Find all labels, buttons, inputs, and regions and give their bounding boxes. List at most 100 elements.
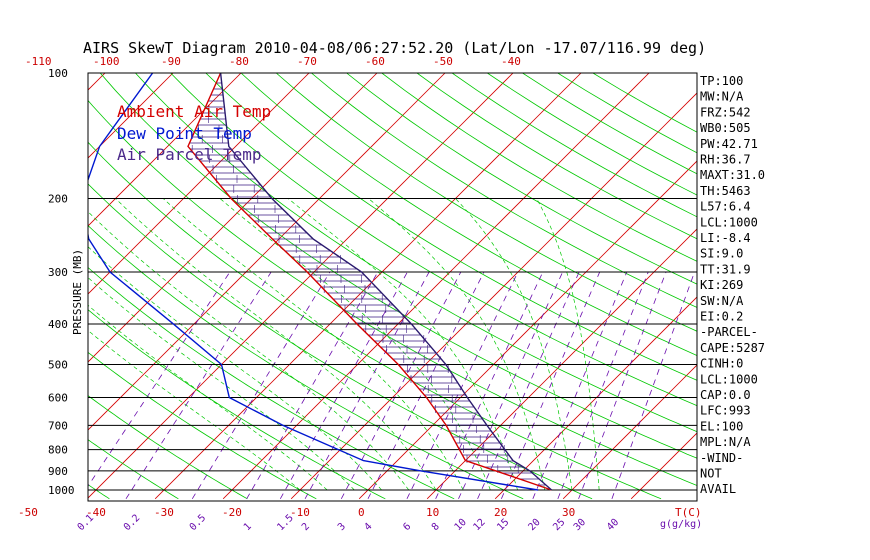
mixing-ratio-tick-label: 0.5 xyxy=(188,513,209,534)
isotherm-line xyxy=(88,73,514,499)
isotherm-line xyxy=(88,73,378,363)
mixing-ratio-line xyxy=(532,271,628,499)
chart-title: AIRS SkewT Diagram 2010-04-08/06:27:52.2… xyxy=(83,39,706,57)
index-label: PW:42.71 xyxy=(700,137,758,151)
mixing-ratio-tick-label: 6 xyxy=(401,521,413,533)
mixing-ratio-tick-label: 40 xyxy=(605,517,621,533)
mixing-ratio-line xyxy=(406,271,519,500)
bottom-temp-tick-label: 30 xyxy=(562,506,575,519)
ambient-temp-line xyxy=(187,73,552,491)
bottom-temp-tick-label: -20 xyxy=(222,506,242,519)
index-label: LI:-8.4 xyxy=(700,231,751,245)
isotherm-line xyxy=(767,33,870,499)
isotherm-line xyxy=(494,296,697,500)
pressure-tick-label: 800 xyxy=(48,444,68,457)
index-label: LCL:1000 xyxy=(700,215,758,229)
isotherm-line xyxy=(358,160,697,500)
pressure-tick-label: 600 xyxy=(48,391,68,404)
mixing-ratio-tick-label: 12 xyxy=(472,517,488,533)
pressure-tick-label: 1000 xyxy=(48,484,75,497)
index-label: MW:N/A xyxy=(700,90,744,104)
dewpoint-line xyxy=(88,73,539,491)
mixing-ratio-line xyxy=(501,271,601,499)
legend-ambient: Ambient Air Temp xyxy=(117,102,271,121)
dry-adiabat-line xyxy=(170,73,697,407)
index-label: SI:9.0 xyxy=(700,247,743,261)
moist-adiabat-line xyxy=(287,198,518,491)
dry-adiabat-line xyxy=(521,73,697,175)
index-label: LCL:1000 xyxy=(700,372,758,386)
isotherm-line xyxy=(88,73,446,431)
isotherm-line xyxy=(426,228,697,500)
dry-adiabat-line xyxy=(88,395,248,500)
dry-adiabat-line xyxy=(345,73,697,285)
mixing-ratio-tick-label: 15 xyxy=(495,517,511,533)
index-label: CAP:0.0 xyxy=(700,388,751,402)
moist-adiabat-line xyxy=(219,198,491,491)
index-label: MPL:N/A xyxy=(700,435,751,449)
index-label: -PARCEL- xyxy=(700,325,758,339)
plot-frame xyxy=(87,72,698,502)
bottom-temp-tick-label: 0 xyxy=(358,506,365,519)
mixing-ratio-tick-label: 1 xyxy=(242,521,254,533)
mixing-ratio-line xyxy=(578,271,667,499)
dry-adiabat-line xyxy=(88,439,179,500)
dry-adiabat-line xyxy=(88,351,317,500)
parcel-temp-line xyxy=(219,73,553,491)
mixing-ratio-line xyxy=(125,271,272,500)
top-temp-tick-label: -110 xyxy=(25,55,52,68)
mixing-ratio-tick-label: 10 xyxy=(453,517,469,533)
isotherm-line xyxy=(88,73,310,295)
top-temp-tick-label: -70 xyxy=(297,55,317,68)
pressure-tick-label: 300 xyxy=(48,266,68,279)
dry-adiabat-line xyxy=(88,309,386,500)
index-label: EI:0.2 xyxy=(700,310,743,324)
index-label: NOT xyxy=(700,467,722,481)
dry-adiabat-line xyxy=(416,73,697,240)
background-grid xyxy=(88,33,870,500)
index-label: CAPE:5287 xyxy=(700,341,765,355)
moist-adiabat-line xyxy=(88,246,382,491)
mixing-ratio-line xyxy=(246,271,379,500)
mixing-ratio-line xyxy=(304,271,430,500)
index-label: RH:36.7 xyxy=(700,153,751,167)
index-label: CINH:0 xyxy=(700,357,743,371)
x-axis-label: T(C) xyxy=(675,506,702,519)
moist-adiabat-line xyxy=(88,329,301,491)
isotherm-line xyxy=(222,73,650,500)
mixing-ratio-tick-label: 20 xyxy=(526,517,542,533)
mixing-ratio-line xyxy=(611,271,695,499)
dry-adiabat-line xyxy=(88,266,455,500)
isotherm-line xyxy=(290,92,697,500)
top-temp-tick-label: -80 xyxy=(229,55,249,68)
mixing-ratio-line xyxy=(340,271,462,500)
legend-dewpoint: Dew Point Temp xyxy=(117,124,252,143)
mixing-ratio-line xyxy=(191,271,331,500)
index-label: TT:31.9 xyxy=(700,262,751,276)
bottom-temp-tick-label: 20 xyxy=(494,506,507,519)
index-label: LFC:993 xyxy=(700,404,751,418)
pressure-tick-label: 100 xyxy=(48,67,68,80)
top-temp-tick-label: -50 xyxy=(433,55,453,68)
dry-adiabat-line xyxy=(88,141,662,500)
top-temp-tick-label: -100 xyxy=(93,55,120,68)
mixing-ratio-tick-label: 30 xyxy=(572,517,588,533)
index-label: SW:N/A xyxy=(700,294,744,308)
index-label: L57:6.4 xyxy=(700,200,751,214)
pressure-tick-label: 200 xyxy=(48,193,68,206)
y-axis-label: PRESSURE (MB) xyxy=(71,249,84,335)
mixing-ratio-tick-label: 3 xyxy=(336,521,348,533)
bottom-temp-tick-label: -40 xyxy=(86,506,106,519)
dry-adiabat-line xyxy=(556,73,697,154)
index-label: EL:100 xyxy=(700,419,743,433)
mixing-ratio-line xyxy=(557,271,649,499)
isotherm-line xyxy=(630,432,697,500)
mixing-ratio-tick-label: 4 xyxy=(363,521,375,533)
dry-adiabat-line xyxy=(205,73,697,381)
mixing-ratio-line xyxy=(477,271,580,499)
bottom-temp-tick-label: -10 xyxy=(290,506,310,519)
dry-adiabat-line xyxy=(88,99,697,486)
top-temp-tick-label: -40 xyxy=(501,55,521,68)
pressure-tick-label: 700 xyxy=(48,419,68,432)
